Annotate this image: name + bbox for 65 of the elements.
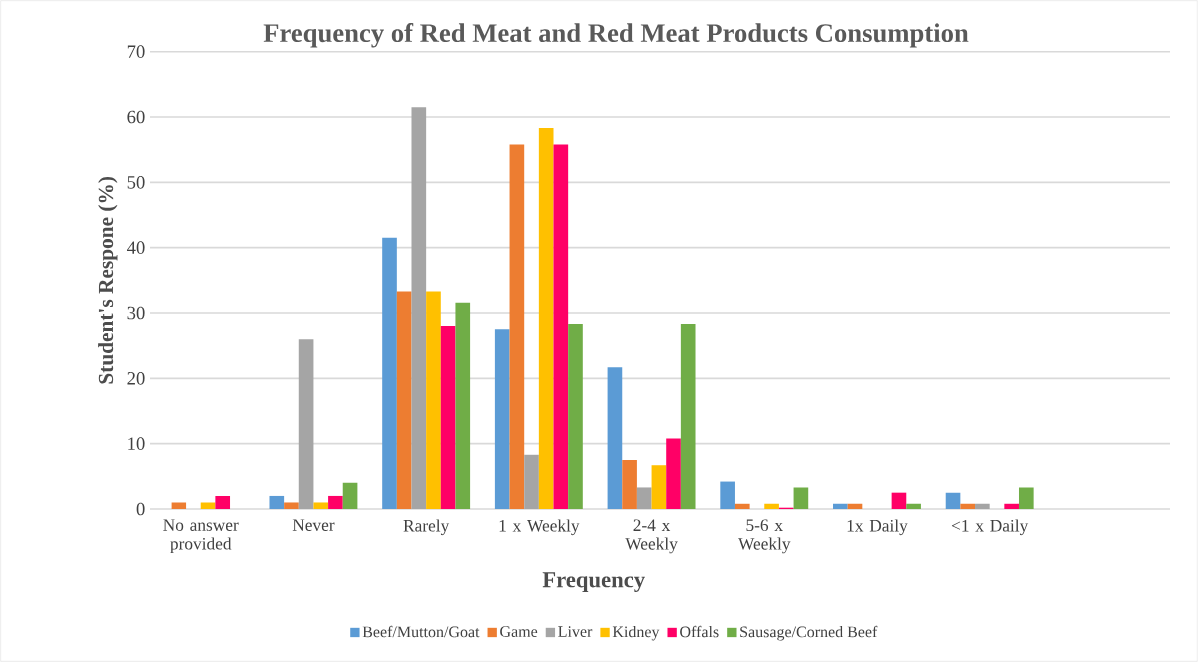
legend-label: Kidney bbox=[612, 625, 660, 641]
x-tick-label: Rarely bbox=[403, 519, 450, 536]
bar bbox=[411, 107, 427, 509]
bar bbox=[328, 495, 343, 509]
bar bbox=[793, 487, 809, 509]
bar bbox=[720, 481, 735, 509]
x-axis-title: Frequency bbox=[542, 572, 645, 593]
bar bbox=[680, 324, 696, 509]
legend-label: Beef/Mutton/Goat bbox=[362, 625, 480, 638]
bar bbox=[1004, 503, 1019, 509]
bar bbox=[538, 128, 554, 509]
bar bbox=[891, 492, 907, 509]
bar bbox=[666, 438, 681, 509]
bar bbox=[298, 339, 314, 509]
x-tick-label: 1x Daily bbox=[847, 519, 908, 536]
bar bbox=[568, 324, 583, 509]
y-tick-label: 30 bbox=[127, 306, 145, 320]
bar bbox=[607, 367, 623, 509]
bar bbox=[945, 492, 961, 509]
bar bbox=[833, 503, 848, 509]
bar bbox=[494, 329, 510, 509]
bar bbox=[764, 503, 779, 509]
bar bbox=[440, 326, 456, 509]
bar bbox=[734, 503, 750, 509]
bar bbox=[313, 502, 329, 509]
bar bbox=[975, 503, 990, 509]
y-tick-label: 20 bbox=[127, 372, 145, 385]
x-tick-label: 1 x Weekly bbox=[499, 519, 580, 536]
y-tick-label: 40 bbox=[126, 241, 145, 254]
bar bbox=[622, 460, 637, 509]
bar bbox=[509, 144, 525, 509]
bar bbox=[284, 502, 299, 509]
y-tick-label: 50 bbox=[127, 176, 145, 189]
x-tick-label: Never bbox=[292, 519, 335, 531]
bar bbox=[382, 237, 397, 509]
legend-label: Game bbox=[500, 626, 538, 637]
y-tick-label: 70 bbox=[127, 45, 145, 58]
bar bbox=[171, 502, 187, 509]
y-tick-label: 10 bbox=[128, 437, 145, 450]
bar bbox=[636, 487, 652, 509]
legend-label: Liver bbox=[558, 626, 593, 637]
y-tick-label: 60 bbox=[127, 110, 145, 124]
x-tick-label: <1 x Daily bbox=[951, 519, 1029, 536]
y-axis-title: Student's Respone (%) bbox=[98, 177, 118, 384]
bar bbox=[651, 465, 667, 509]
bar bbox=[455, 302, 471, 509]
legend-label: Offals bbox=[680, 625, 719, 638]
bar bbox=[553, 144, 569, 509]
bar bbox=[847, 503, 863, 509]
x-tick-label: No answer provided bbox=[163, 519, 239, 554]
bar bbox=[396, 291, 412, 509]
bar bbox=[524, 454, 539, 509]
bar bbox=[269, 495, 285, 509]
y-tick-label: 0 bbox=[136, 502, 145, 516]
legend-label: Sausage/Corned Beef bbox=[740, 625, 878, 641]
x-tick-label: 5-6 x Weekly bbox=[738, 519, 791, 554]
bar bbox=[906, 503, 921, 509]
chart-title: Frequency of Red Meat and Red Meat Products Consumption bbox=[263, 23, 969, 48]
bar bbox=[342, 482, 358, 509]
x-tick-label: 2-4 x Weekly bbox=[625, 519, 678, 554]
bar bbox=[1018, 487, 1034, 509]
bar bbox=[426, 291, 441, 509]
bar bbox=[960, 503, 976, 509]
bar bbox=[200, 502, 216, 509]
bar bbox=[215, 495, 231, 509]
